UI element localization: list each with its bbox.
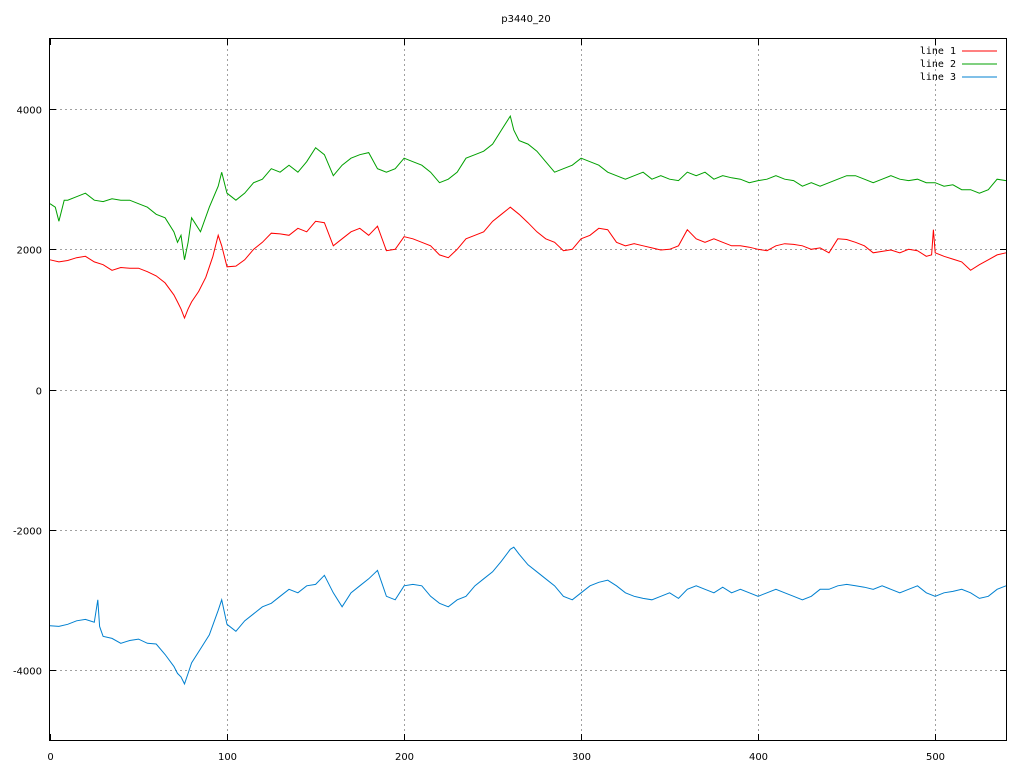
y-tick-label: -2000 [13,527,42,538]
series-line-1 [49,206,1007,320]
x-tick-label: 0 [47,752,53,763]
grid [50,39,1006,740]
legend-label: line 1 [920,46,956,57]
y-tick-label: 4000 [17,106,42,117]
chart-title: p3440_20 [501,14,551,25]
axes: 0 100 200 300 400 500 -4000 -2000 0 2000 4000 [13,39,1006,763]
y-tick-label: -4000 [13,667,42,678]
x-tick-label: 300 [572,752,591,763]
x-tick-label: 200 [395,752,414,763]
x-tick-label: 100 [218,752,237,763]
legend-label: line 2 [920,59,956,70]
legend: line 1 line 2 line 3 [920,46,997,83]
x-tick-label: 400 [749,752,768,763]
series-layer [49,114,1007,686]
x-tick-label: 500 [926,752,945,763]
plot-frame [49,38,1007,741]
series-line-3 [49,546,1007,686]
y-tick-label: 0 [36,387,42,398]
series-line-2 [49,114,1007,260]
y-tick-label: 2000 [17,246,42,257]
legend-label: line 3 [920,72,956,83]
